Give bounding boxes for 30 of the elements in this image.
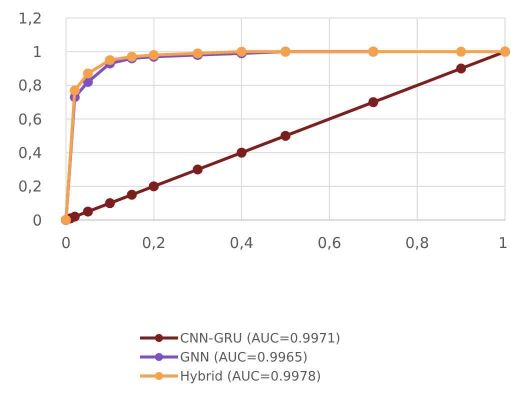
- point: [82, 68, 93, 79]
- point: [368, 97, 378, 108]
- y-tick-label: 0,6: [18, 110, 42, 128]
- point: [456, 46, 466, 57]
- point: [456, 64, 466, 74]
- legend-label: Hybrid (AUC=0.9978): [180, 370, 322, 385]
- x-tick-label: 0,2: [142, 234, 166, 252]
- y-tick-label: 1,2: [18, 9, 42, 28]
- x-tick-label: 1: [498, 234, 508, 252]
- x-tick-label: 0,6: [317, 234, 342, 252]
- legend-label: GNN (AUC=0.9965): [180, 350, 308, 366]
- x-tick-label: 0,8: [405, 234, 430, 252]
- y-tick-label: 0,8: [18, 76, 42, 95]
- point: [280, 130, 290, 141]
- y-tick-label: 0,2: [18, 178, 42, 196]
- point: [82, 206, 93, 217]
- point: [148, 181, 159, 192]
- y-tick-label: 0,4: [18, 144, 42, 162]
- point: [192, 164, 203, 174]
- y-tick-label: 1: [32, 42, 42, 61]
- y-tick-label: 0: [32, 211, 42, 230]
- x-tick-label: 0: [61, 234, 71, 252]
- legend-label: CNN-GRU (AUC=0.9971): [180, 332, 340, 347]
- point: [70, 212, 80, 222]
- point: [236, 148, 247, 158]
- point: [104, 198, 115, 208]
- point: [104, 55, 115, 66]
- point: [70, 85, 80, 96]
- x-tick-label: 0,4: [230, 234, 254, 252]
- point: [126, 190, 137, 200]
